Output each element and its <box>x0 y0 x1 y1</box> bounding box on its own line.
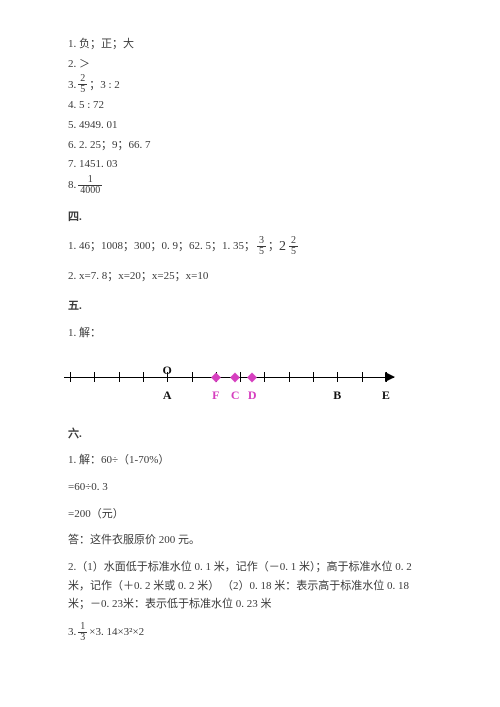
frac-den: 5 <box>78 84 87 95</box>
fraction-icon: 1 3 <box>78 622 87 643</box>
fraction-icon: 2 5 <box>289 236 298 257</box>
text: =60÷0. 3 <box>68 478 108 497</box>
axis-label-A: A <box>163 385 172 405</box>
tick-mark-icon <box>337 372 338 382</box>
frac-den: 4000 <box>78 185 102 196</box>
text: 3. <box>68 76 76 95</box>
frac-num: 1 <box>78 622 87 632</box>
text: 2. ＞ <box>68 55 90 74</box>
fraction-icon: 1 4000 <box>78 175 102 196</box>
text: 1. 解： <box>68 324 101 343</box>
text: 8. <box>68 176 76 195</box>
frac-den: 5 <box>257 246 266 257</box>
frac-den: 5 <box>289 246 298 257</box>
tick-mark-icon <box>70 372 71 382</box>
tick-mark-icon <box>94 372 95 382</box>
point-label-F: F <box>212 385 219 405</box>
q2-lines: 2.（1）水面低于标准水位 0. 1 米，记作（－0. 1 米）；高于标准水位 … <box>68 558 432 614</box>
ans-4-1: 1. 46；1008；300；0. 9；62. 5；1. 35； 3 5 ； 2… <box>68 235 432 259</box>
text: 2. x=7. 8；x=20；x=25；x=10 <box>68 267 208 286</box>
q1-line2: =60÷0. 3 <box>68 478 432 497</box>
text: 2.（1）水面低于标准水位 0. 1 米，记作（－0. 1 米）；高于标准水位 … <box>68 561 412 610</box>
tick-mark-icon <box>362 372 363 382</box>
tick-mark-icon <box>240 372 241 382</box>
ans-3-7: 7. 1451. 03 <box>68 155 432 174</box>
q3-line: 3. 1 3 ×3. 14×3²×2 <box>68 622 432 643</box>
number-line-diagram: OA B E FCD <box>64 351 394 407</box>
point-label-C: C <box>231 385 240 405</box>
ans-3-2: 2. ＞ <box>68 55 432 74</box>
text: ×3. 14×3²×2 <box>89 623 144 642</box>
text: 7. 1451. 03 <box>68 155 118 174</box>
ans-3-3: 3. 2 5 ；3 : 2 <box>68 74 432 95</box>
text: =200（元） <box>68 505 124 524</box>
frac-num: 1 <box>86 175 95 185</box>
fraction-icon: 3 5 <box>257 236 266 257</box>
text: 答：这件衣服原价 200 元。 <box>68 531 200 550</box>
point-marker-icon <box>230 372 240 382</box>
text: ； <box>268 237 279 256</box>
ans-4-2: 2. x=7. 8；x=20；x=25；x=10 <box>68 267 432 286</box>
text: 6. 2. 25；9；66. 7 <box>68 136 151 155</box>
text: 1. 46；1008；300；0. 9；62. 5；1. 35； <box>68 237 255 256</box>
q1-answer: 答：这件衣服原价 200 元。 <box>68 531 432 550</box>
text: ；3 : 2 <box>89 76 120 95</box>
section-6-head: 六. <box>68 425 432 444</box>
page-root: 1. 负；正；大 2. ＞ 3. 2 5 ；3 : 2 4. 5 : 72 5.… <box>0 0 500 643</box>
ans-3-5: 5. 4949. 01 <box>68 116 432 135</box>
frac-den: 3 <box>78 632 87 643</box>
tick-mark-icon <box>143 372 144 382</box>
ans-3-1: 1. 负；正；大 <box>68 35 432 54</box>
section-5-head: 五. <box>68 297 432 316</box>
ans-5-1: 1. 解： <box>68 324 432 343</box>
fraction-icon: 2 5 <box>78 74 87 95</box>
point-label-D: D <box>248 385 257 405</box>
ans-3-4: 4. 5 : 72 <box>68 96 432 115</box>
axis-label-E: E <box>382 385 390 405</box>
tick-mark-icon <box>192 372 193 382</box>
ans-3-8: 8. 1 4000 <box>68 175 432 196</box>
frac-num: 3 <box>257 236 266 246</box>
axis-label-O: O <box>163 360 172 380</box>
mixed-whole: 2 <box>279 235 286 259</box>
q1-line1: 1. 解：60÷（1-70%） <box>68 451 432 470</box>
mixed-number-icon: 2 2 5 <box>279 235 300 259</box>
q1-line3: =200（元） <box>68 505 432 524</box>
point-marker-icon <box>211 372 221 382</box>
axis-label-B: B <box>333 385 341 405</box>
frac-num: 2 <box>78 74 87 84</box>
text: 4. 5 : 72 <box>68 96 104 115</box>
text: 3. <box>68 623 76 642</box>
frac-num: 2 <box>289 236 298 246</box>
tick-mark-icon <box>313 372 314 382</box>
text: 5. 4949. 01 <box>68 116 118 135</box>
text: 1. 负；正；大 <box>68 35 134 54</box>
text: 1. 解：60÷（1-70%） <box>68 451 169 470</box>
point-marker-icon <box>247 372 257 382</box>
tick-mark-icon <box>264 372 265 382</box>
ans-3-6: 6. 2. 25；9；66. 7 <box>68 136 432 155</box>
section-4-head: 四. <box>68 208 432 227</box>
tick-mark-icon <box>289 372 290 382</box>
tick-mark-icon <box>119 372 120 382</box>
tick-mark-icon <box>386 372 387 382</box>
